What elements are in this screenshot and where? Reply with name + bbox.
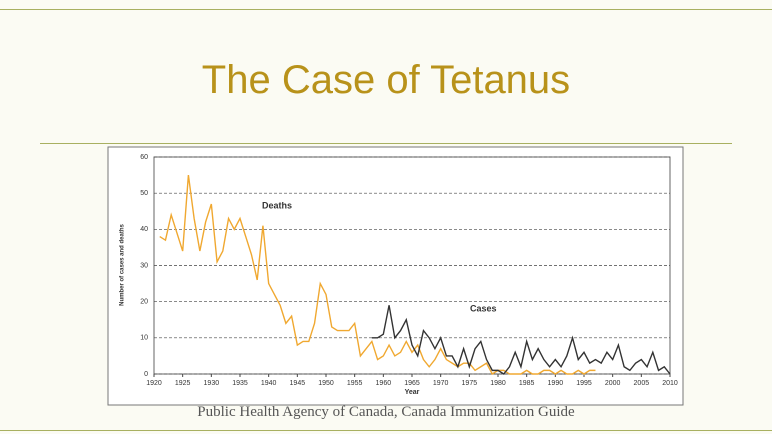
x-tick-label: 1960 [376,380,392,387]
x-tick-label: 1965 [404,380,420,387]
x-tick-label: 1925 [175,380,191,387]
x-tick-label: 1945 [290,380,306,387]
y-axis-label: Number of cases and deaths [120,223,126,305]
title-rule [40,143,732,144]
y-tick-label: 50 [140,190,148,197]
x-tick-label: 2010 [662,380,678,387]
x-axis-label: Year [405,389,420,396]
slide-title: The Case of Tetanus [201,58,571,102]
x-tick-label: 1930 [204,380,220,387]
chart-frame [107,146,684,406]
x-tick-label: 1970 [433,380,449,387]
series-label: Cases [470,303,497,313]
x-tick-label: 1980 [490,380,506,387]
y-tick-label: 40 [140,226,148,233]
y-tick-label: 30 [140,262,148,269]
series-line [371,305,671,375]
x-tick-label: 2000 [605,380,621,387]
series-line [159,174,596,375]
x-tick-label: 1975 [462,380,478,387]
y-tick-label: 0 [144,371,148,378]
top-rule [0,9,772,10]
bottom-rule [0,430,772,431]
x-tick-label: 1920 [146,380,162,387]
y-tick-label: 10 [140,335,148,342]
x-tick-label: 1950 [318,380,334,387]
x-tick-label: 1940 [261,380,277,387]
x-tick-label: 1990 [548,380,564,387]
x-tick-label: 2005 [634,380,650,387]
x-tick-label: 1935 [232,380,248,387]
caption: Public Health Agency of Canada, Canada I… [197,404,575,420]
y-tick-label: 60 [140,154,148,161]
x-tick-label: 1985 [519,380,535,387]
x-tick-label: 1955 [347,380,363,387]
x-tick-label: 1995 [576,380,592,387]
y-tick-label: 20 [140,299,148,306]
series-label: Deaths [262,200,292,210]
